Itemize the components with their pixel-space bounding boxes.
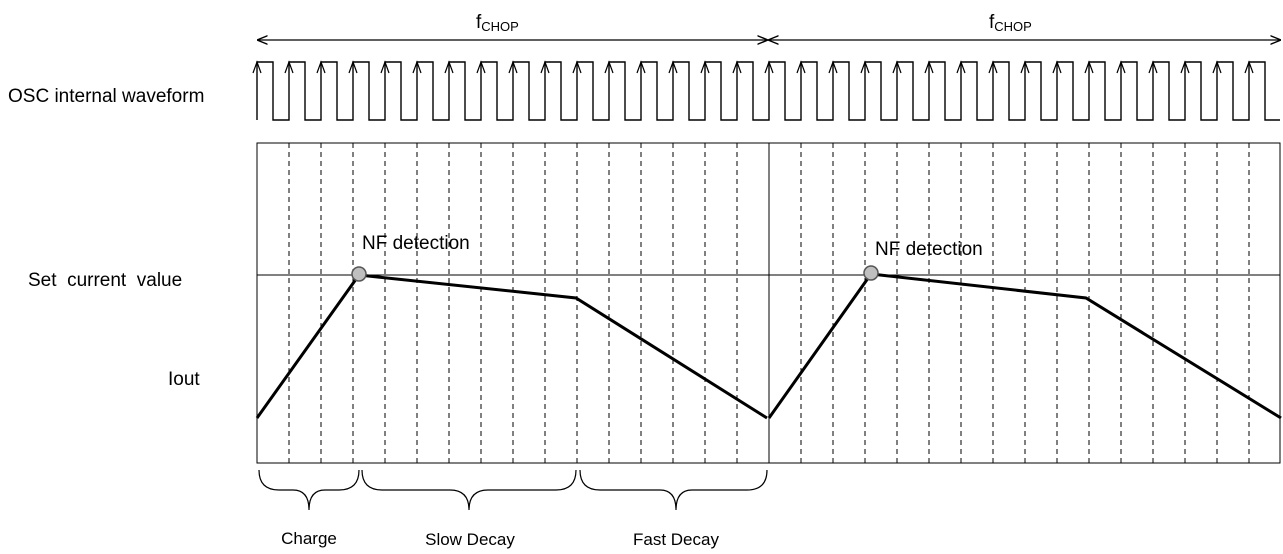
rising-edge-arrow: [1084, 60, 1094, 74]
rising-edge-arrow: [284, 60, 294, 74]
rising-edge-arrow: [1244, 60, 1254, 74]
phase-braces: Charge Slow Decay Fast Decay: [258, 469, 768, 549]
rising-edge-arrow: [892, 60, 902, 74]
slow-decay-label: Slow Decay: [425, 530, 515, 549]
timing-frame: [256, 142, 1281, 464]
fchop-period-2: fCHOP: [769, 12, 1280, 40]
rising-edge-arrow: [636, 60, 646, 74]
rising-edge-arrow: [924, 60, 934, 74]
fchop-label-2: fCHOP: [989, 12, 1032, 34]
rising-edge-arrow: [828, 60, 838, 74]
fchop-label-1: fCHOP: [476, 12, 519, 34]
rising-edge-arrow: [1148, 60, 1158, 74]
nf-detection-label-2: NF detection: [875, 239, 983, 260]
set-current-label: Set current value: [28, 270, 182, 291]
fchop-period-1: fCHOP: [258, 12, 767, 40]
rising-edge-arrow: [1052, 60, 1062, 74]
rising-edge-arrow: [412, 60, 422, 74]
osc-waveform-label: OSC internal waveform: [8, 86, 204, 107]
osc-rising-edge-arrows: [252, 60, 1254, 74]
rising-edge-arrow: [444, 60, 454, 74]
iout-waveform: NF detection NF detection: [255, 233, 1282, 420]
rising-edge-arrow: [508, 60, 518, 74]
rising-edge-arrow: [1212, 60, 1222, 74]
osc-clock-waveform: [252, 60, 1280, 121]
osc-clock-trace: [256, 61, 1280, 121]
iout-trace-1: [255, 273, 768, 420]
nf-detection-marker-2: [863, 265, 879, 281]
slow-decay-brace: [361, 469, 577, 511]
rising-edge-arrow: [732, 60, 742, 74]
rising-edge-arrow: [572, 60, 582, 74]
rising-edge-arrow: [700, 60, 710, 74]
rising-edge-arrow: [1180, 60, 1190, 74]
rising-edge-arrow: [252, 60, 262, 74]
rising-edge-arrow: [1116, 60, 1126, 74]
iout-label: Iout: [168, 369, 200, 390]
fast-decay-brace: [579, 469, 768, 511]
rising-edge-arrow: [1020, 60, 1030, 74]
charge-label: Charge: [281, 529, 337, 548]
rising-edge-arrow: [604, 60, 614, 74]
iout-trace-2: [767, 272, 1282, 420]
charge-brace: [258, 469, 360, 511]
rising-edge-arrow: [988, 60, 998, 74]
rising-edge-arrow: [668, 60, 678, 74]
fast-decay-label: Fast Decay: [633, 530, 719, 549]
rising-edge-arrow: [316, 60, 326, 74]
rising-edge-arrow: [380, 60, 390, 74]
rising-edge-arrow: [476, 60, 486, 74]
rising-edge-arrow: [540, 60, 550, 74]
nf-detection-marker-1: [351, 266, 367, 282]
rising-edge-arrow: [764, 60, 774, 74]
rising-edge-arrow: [860, 60, 870, 74]
rising-edge-arrow: [796, 60, 806, 74]
nf-detection-label-1: NF detection: [362, 233, 470, 254]
rising-edge-arrow: [956, 60, 966, 74]
rising-edge-arrow: [348, 60, 358, 74]
